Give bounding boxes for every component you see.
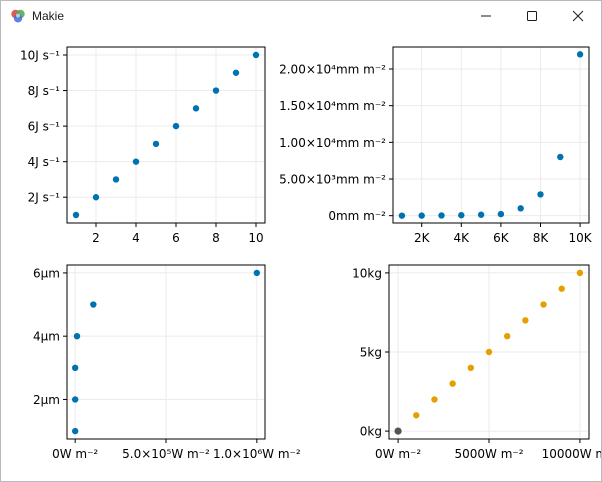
data-point	[503, 332, 511, 340]
origin-point	[394, 427, 402, 435]
y-tick-label: 8J s⁻¹	[28, 84, 61, 98]
data-point	[232, 69, 240, 76]
data-point	[431, 396, 438, 403]
x-tick-label: 6	[172, 231, 180, 245]
x-tick-label: 6K	[493, 231, 510, 245]
x-tick-label: 0W m⁻²	[375, 447, 421, 461]
data-point	[212, 87, 220, 94]
y-tick-label: 2J s⁻¹	[28, 191, 61, 205]
data-point	[497, 210, 505, 218]
y-tick-label: 6J s⁻¹	[28, 120, 61, 134]
data-point	[413, 412, 420, 419]
figure-canvas[interactable]: 2 4 6 8 10 2J s⁻¹ 4J s⁻¹ 6J s⁻¹ 8J s⁻¹ 10J s⁻¹ 2K 4…	[1, 31, 601, 481]
data-point	[71, 364, 79, 372]
data-point	[467, 364, 475, 372]
data-point	[192, 105, 200, 112]
axis-panel-3: 0W m⁻² 5.0×10⁵W m⁻² 1.0×10⁶W m⁻² 2μm 4μm 6μm	[33, 264, 301, 461]
data-point	[418, 212, 425, 219]
data-point	[540, 301, 547, 308]
x-tick-label: 8K	[533, 231, 550, 245]
window-title: Makie	[32, 9, 65, 23]
maximize-icon	[527, 11, 537, 21]
data-point	[112, 176, 120, 183]
y-tick-label: 5kg	[360, 346, 382, 360]
x-tick-label: 10K	[569, 231, 593, 245]
y-tick-label: 5.00×10³mm m⁻²	[279, 173, 386, 187]
y-tick-label: 0mm m⁻²	[328, 209, 386, 223]
x-tick-label: 5.0×10⁵W m⁻²	[122, 447, 210, 461]
data-point	[449, 380, 456, 387]
data-point	[72, 211, 80, 219]
y-tick-label: 10J s⁻¹	[20, 49, 60, 63]
y-tick-label: 4μm	[33, 330, 60, 344]
x-tick-label: 1.0×10⁶W m⁻²	[213, 447, 301, 461]
data-point	[558, 285, 565, 292]
close-button[interactable]	[555, 1, 601, 31]
x-tick-label: 4	[132, 231, 140, 245]
x-tick-label: 8	[212, 231, 220, 245]
data-point	[90, 301, 97, 308]
title-bar[interactable]: Makie	[1, 1, 601, 31]
y-tick-label: 2μm	[33, 393, 60, 407]
minimize-icon	[481, 15, 491, 17]
data-point	[522, 317, 529, 324]
data-point	[517, 205, 524, 212]
maximize-button[interactable]	[509, 1, 555, 31]
x-tick-label: 5000W m⁻²	[454, 447, 523, 461]
data-point	[458, 211, 465, 219]
y-tick-label: 2.00×10⁴mm m⁻²	[279, 63, 386, 77]
x-tick-label: 10000W m⁻²	[542, 447, 601, 461]
y-tick-label: 1.50×10⁴mm m⁻²	[279, 99, 386, 113]
x-tick-label: 4K	[454, 231, 471, 245]
data-point	[557, 153, 564, 161]
x-tick-label: 10	[248, 231, 263, 245]
data-point	[73, 332, 81, 340]
minimize-button[interactable]	[463, 1, 509, 31]
data-point	[172, 122, 180, 130]
data-point	[438, 212, 445, 219]
axis-frame	[66, 46, 266, 224]
x-tick-label: 2	[92, 231, 100, 245]
y-tick-label: 10kg	[352, 266, 382, 280]
data-point	[485, 348, 493, 356]
y-tick-label: 6μm	[33, 266, 60, 280]
data-point	[92, 194, 100, 201]
x-tick-label: 0W m⁻²	[52, 447, 98, 461]
data-point	[71, 427, 79, 435]
axis-panel-2: 2K 4K 6K 8K 10K 0mm m⁻² 5.00×10³mm m⁻² 1.00×10⁴…	[279, 46, 593, 245]
axis-panel-4: 0W m⁻² 5000W m⁻² 10000W m⁻² 0kg 5kg 10kg	[352, 264, 601, 461]
axis-frame	[392, 46, 590, 224]
close-icon	[572, 10, 584, 22]
y-tick-label: 0kg	[360, 425, 382, 439]
axis-panel-1: 2 4 6 8 10 2J s⁻¹ 4J s⁻¹ 6J s⁻¹ 8J s⁻¹ 10J s⁻¹	[20, 46, 266, 245]
data-point	[477, 211, 485, 218]
data-point	[253, 269, 261, 277]
makie-logo-icon	[11, 9, 25, 23]
data-point	[252, 51, 260, 59]
data-point	[576, 51, 584, 58]
data-point	[152, 140, 160, 148]
data-point	[132, 158, 140, 165]
data-point	[576, 269, 584, 277]
y-tick-label: 1.00×10⁴mm m⁻²	[279, 136, 386, 150]
data-point	[71, 396, 79, 403]
x-tick-label: 2K	[414, 231, 431, 245]
y-tick-label: 4J s⁻¹	[28, 155, 61, 169]
data-point	[537, 191, 544, 198]
data-point	[398, 212, 406, 219]
